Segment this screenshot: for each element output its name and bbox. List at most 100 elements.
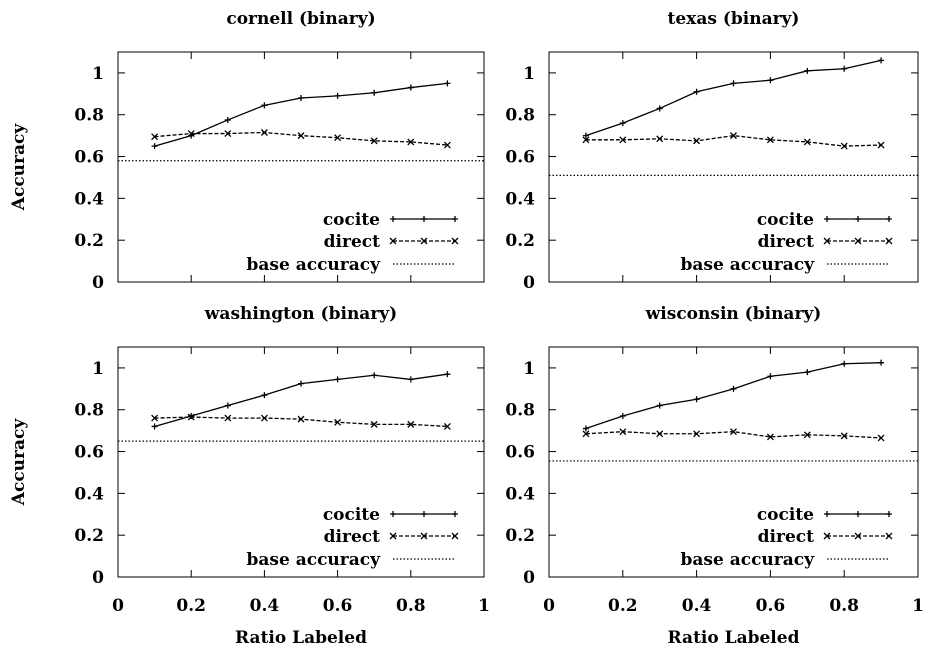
y-tick-label: 0.2: [505, 526, 535, 546]
legend-marker: [885, 532, 893, 540]
x-tick-label: 0.4: [250, 596, 280, 616]
x-tick-label: 0.6: [323, 596, 353, 616]
series-direct: [151, 129, 451, 149]
series-direct: [151, 413, 451, 430]
legend-marker: [855, 216, 861, 222]
legend-label: direct: [324, 527, 380, 547]
data-point: [224, 116, 231, 123]
data-point: [371, 372, 378, 379]
chart-title: texas (binary): [668, 9, 800, 29]
data-point: [582, 136, 590, 144]
y-tick-label: 0.2: [74, 526, 104, 546]
data-point: [878, 359, 885, 366]
y-tick-label: 0: [92, 568, 104, 588]
legend-marker: [451, 532, 459, 540]
y-tick-label: 1: [92, 359, 104, 379]
data-point: [371, 89, 378, 96]
legend-marker: [390, 216, 396, 222]
data-point: [840, 432, 848, 440]
data-point: [224, 402, 231, 409]
data-point: [803, 431, 811, 439]
y-tick-label: 0.4: [505, 189, 535, 209]
data-point: [151, 414, 159, 422]
y-tick-label: 1: [523, 64, 535, 84]
series-line: [585, 134, 882, 147]
data-point: [370, 420, 378, 428]
x-axis-label: Ratio Labeled: [235, 628, 367, 648]
data-point: [582, 425, 589, 432]
data-point: [187, 413, 195, 421]
y-tick-label: 0.6: [74, 148, 104, 168]
data-point: [407, 84, 414, 91]
panel-texas: texas (binary) 0 0.2 0.4 0.6 0.8 1 cocitedirect…: [505, 9, 919, 293]
legend-marker: [886, 216, 892, 222]
x-tick-label: 0.8: [829, 596, 859, 616]
data-point: [767, 77, 774, 84]
x-tick-label: 1: [478, 596, 490, 616]
data-point: [730, 132, 737, 140]
x-tick-label: 1: [912, 596, 924, 616]
y-tick-label: 0.8: [74, 106, 104, 126]
y-tick-label: 0.2: [74, 231, 104, 251]
data-point: [803, 138, 811, 146]
data-point: [693, 88, 700, 95]
series-cocite: [582, 57, 885, 139]
series-cocite: [151, 80, 451, 150]
legend-marker: [390, 511, 396, 517]
x-tick-label: 0.2: [608, 596, 638, 616]
data-point: [443, 141, 451, 149]
legend-marker: [421, 216, 427, 222]
data-point: [730, 385, 737, 392]
data-point: [151, 143, 158, 150]
x-tick-label: 0.6: [756, 596, 786, 616]
series-line: [154, 131, 448, 146]
data-point: [187, 130, 195, 138]
x-tick-label: 0.4: [682, 596, 712, 616]
data-point: [334, 418, 342, 426]
data-point: [766, 136, 774, 144]
data-point: [224, 130, 232, 138]
plot-frame: [548, 51, 919, 283]
data-point: [656, 135, 664, 143]
chart-title: washington (binary): [204, 304, 397, 324]
legend-label: cocite: [757, 505, 814, 525]
data-point: [841, 360, 848, 367]
series-cocite: [582, 359, 885, 432]
data-point: [334, 134, 342, 142]
legend-marker: [452, 216, 458, 222]
plot-frame: [548, 346, 919, 578]
legend-marker: [421, 511, 427, 517]
data-point: [407, 138, 415, 146]
data-point: [619, 136, 627, 144]
data-point: [443, 422, 451, 430]
data-point: [260, 129, 268, 136]
data-point: [298, 95, 304, 101]
x-tick-label: 0: [112, 596, 124, 616]
y-tick-label: 0.2: [505, 231, 535, 251]
y-tick-label: 0.8: [505, 106, 535, 126]
y-tick-label: 0.4: [74, 484, 104, 504]
data-point: [444, 371, 451, 378]
y-tick-label: 0.6: [505, 148, 535, 168]
y-tick-label: 0: [92, 273, 104, 293]
series-line: [585, 362, 882, 430]
legend-label: cocite: [323, 210, 380, 230]
panel-washington: washington (binary) 0 0.2 0.4 0.6 0.8 1 0 0.2 0.4…: [9, 304, 490, 648]
data-point: [656, 105, 663, 112]
data-point: [297, 415, 305, 423]
legend-label: base accuracy: [247, 550, 382, 570]
y-tick-label: 0: [523, 568, 535, 588]
data-point: [730, 428, 737, 436]
data-point: [841, 65, 848, 72]
legend-marker: [824, 216, 830, 222]
data-point: [151, 423, 158, 430]
data-point: [261, 102, 268, 109]
panel-cornell: cornell (binary) 0 0.2 0.4 0.6 0.8 1 Accuracy co…: [9, 9, 485, 293]
legend-marker: [855, 511, 861, 517]
series-direct: [582, 132, 885, 150]
legend-marker: [451, 237, 459, 245]
